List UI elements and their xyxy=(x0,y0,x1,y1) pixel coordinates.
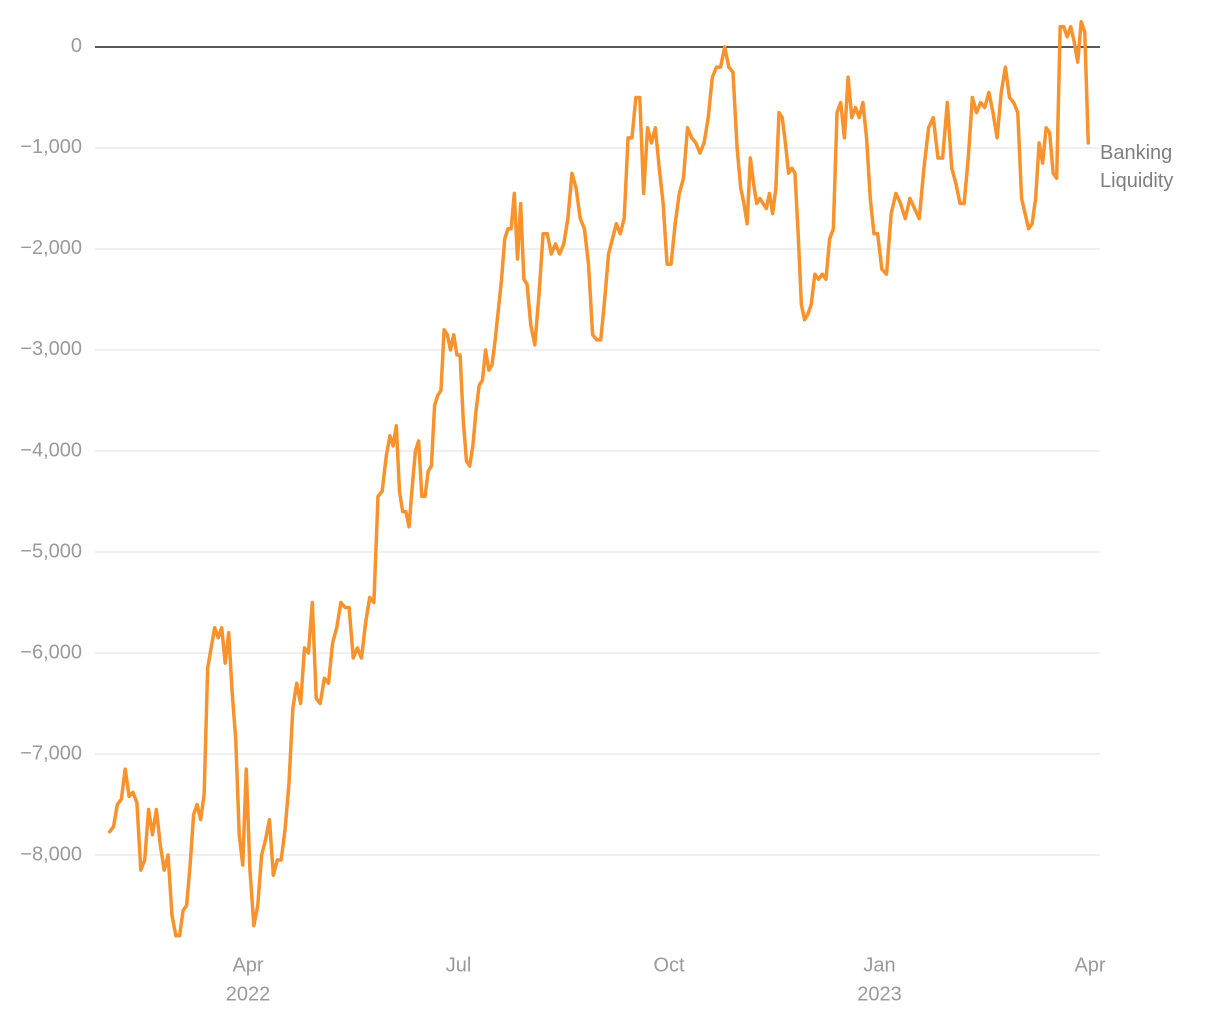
y-tick-label: −4,000 xyxy=(20,439,82,461)
y-tick-label: −7,000 xyxy=(20,742,82,764)
y-tick-label: −1,000 xyxy=(20,136,82,158)
x-tick-label: Jul xyxy=(446,954,472,976)
y-tick-label: 0 xyxy=(71,35,82,57)
x-year-label: 2022 xyxy=(226,983,271,1005)
y-tick-label: −2,000 xyxy=(20,237,82,259)
series-label: Banking Liquidity xyxy=(1100,142,1174,192)
x-tick-label: Apr xyxy=(232,954,263,976)
data-line xyxy=(107,19,1090,938)
x-year-label: 2023 xyxy=(857,983,902,1005)
y-tick-label: −8,000 xyxy=(20,843,82,865)
x-tick-label: Apr xyxy=(1074,954,1105,976)
y-tick-label: −6,000 xyxy=(20,641,82,663)
x-tick-label: Jan xyxy=(863,954,895,976)
y-tick-label: −3,000 xyxy=(20,338,82,360)
x-tick-label: Oct xyxy=(653,954,685,976)
y-tick-label: −5,000 xyxy=(20,540,82,562)
